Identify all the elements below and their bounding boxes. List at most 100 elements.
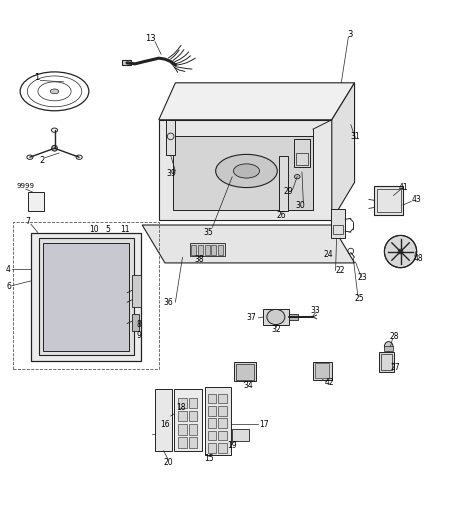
Bar [218,419,227,428]
Text: 11: 11 [120,225,129,234]
Ellipse shape [294,175,300,179]
Bar [205,245,210,256]
Bar [289,314,298,320]
Bar [190,243,225,257]
Bar [218,443,227,452]
Bar [198,245,203,256]
Ellipse shape [52,145,57,151]
Bar [178,411,187,421]
Bar [132,275,141,307]
Text: 28: 28 [390,332,399,341]
Bar [333,225,343,234]
Text: 25: 25 [355,294,364,304]
Text: 42: 42 [325,378,334,387]
Text: 10: 10 [89,225,99,234]
Text: 39: 39 [167,169,176,178]
Bar [178,397,187,408]
Text: 32: 32 [272,325,281,334]
Bar [218,245,223,256]
Bar [13,222,159,369]
Text: 31: 31 [351,132,360,141]
Text: 34: 34 [243,381,253,390]
Bar [208,443,216,452]
Text: 7: 7 [25,217,30,226]
Text: 17: 17 [260,420,269,429]
Bar [208,394,216,403]
Text: 5: 5 [106,225,110,234]
Text: 43: 43 [411,195,421,204]
Bar [189,397,197,408]
Text: 3: 3 [347,30,353,39]
Polygon shape [159,120,332,220]
Bar [296,153,308,165]
Polygon shape [31,233,141,361]
Text: 36: 36 [164,298,173,307]
Text: 4: 4 [6,265,11,274]
Text: 26: 26 [276,211,286,220]
Ellipse shape [398,249,403,254]
Ellipse shape [384,235,417,268]
Bar [122,60,131,65]
Text: 33: 33 [310,306,320,315]
Bar [232,429,249,441]
Ellipse shape [384,341,393,351]
Text: 22: 22 [336,266,345,275]
Bar [218,394,227,403]
Bar [166,120,175,156]
Text: 9: 9 [137,331,141,340]
Bar [205,387,231,456]
Bar [189,424,197,434]
Bar [384,346,393,351]
Polygon shape [142,225,355,263]
Text: 16: 16 [160,420,170,429]
Bar [208,419,216,428]
Bar [208,431,216,440]
Text: 38: 38 [194,255,204,264]
Bar [218,406,227,416]
Bar [189,411,197,421]
Text: 1: 1 [34,73,40,82]
Bar [263,310,289,325]
Text: 15: 15 [204,454,213,463]
Text: 8: 8 [137,320,141,329]
Bar [132,314,139,331]
Text: 30: 30 [295,200,305,210]
Text: 6: 6 [6,282,11,291]
Ellipse shape [50,89,59,94]
Bar [313,362,332,380]
Bar [374,186,403,215]
Text: 41: 41 [399,183,409,191]
Ellipse shape [233,164,260,178]
Bar [331,209,345,238]
Ellipse shape [216,155,277,187]
Bar [189,437,197,448]
Text: 27: 27 [391,363,401,372]
Text: 13: 13 [146,34,156,43]
Text: 48: 48 [413,254,423,263]
Text: 18: 18 [176,403,186,413]
Bar [236,364,254,380]
Ellipse shape [267,310,285,325]
Bar [211,245,216,256]
Polygon shape [159,83,355,120]
Bar [379,352,394,372]
Bar [173,136,313,210]
Polygon shape [332,83,355,220]
Text: 20: 20 [164,458,173,467]
Polygon shape [39,238,134,355]
Bar [174,389,202,450]
Bar [279,156,288,211]
Text: 37: 37 [246,314,256,322]
Text: 2: 2 [39,156,45,165]
Bar [178,437,187,448]
Bar [381,355,392,370]
Text: 19: 19 [228,441,237,450]
Bar [218,431,227,440]
Text: 23: 23 [358,273,367,282]
Bar [191,245,196,256]
Bar [315,364,329,378]
Bar [208,406,216,416]
Bar [155,389,172,450]
Bar [234,362,256,381]
Text: 35: 35 [204,228,213,237]
